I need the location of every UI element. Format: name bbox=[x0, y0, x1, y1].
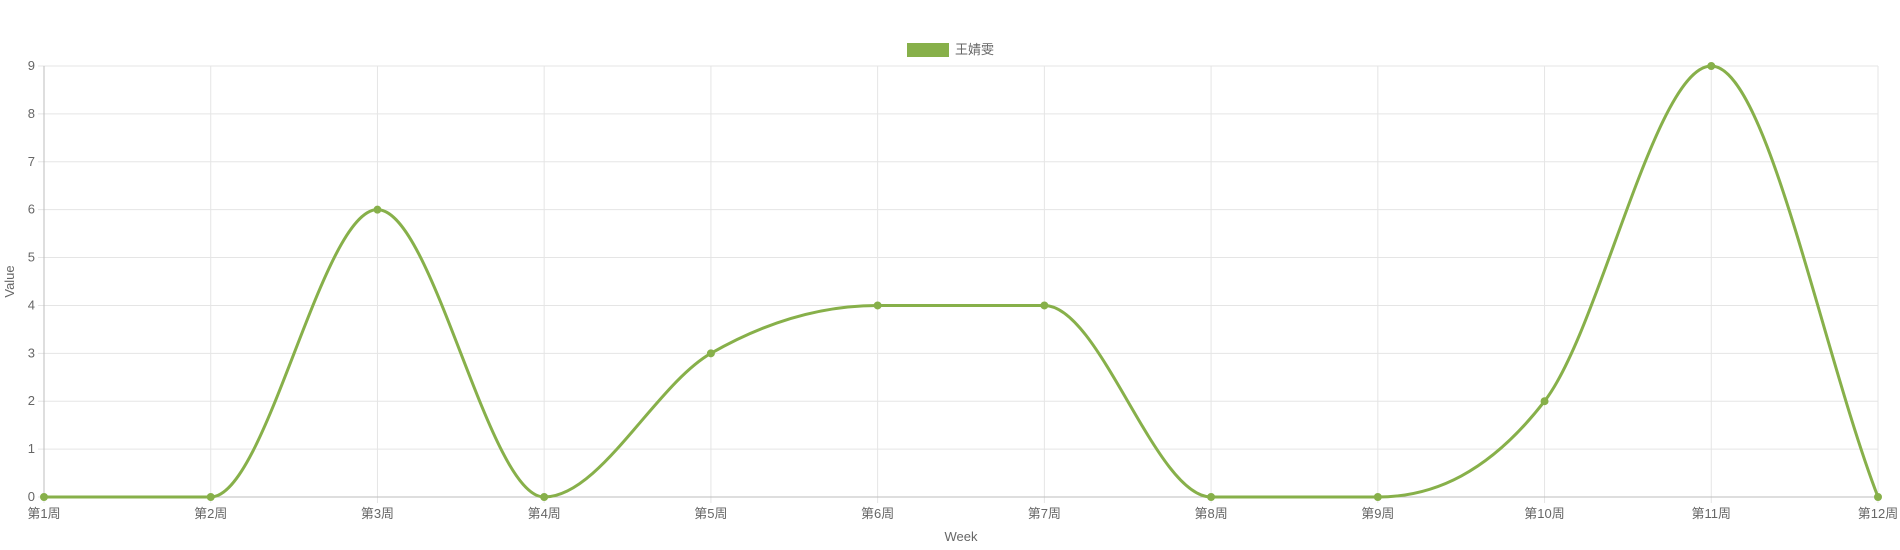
data-point[interactable] bbox=[1207, 493, 1216, 501]
data-point[interactable] bbox=[1040, 301, 1049, 310]
x-tick-label: 第5周 bbox=[694, 506, 727, 521]
y-tick-label: 1 bbox=[28, 441, 35, 456]
x-tick-label: 第6周 bbox=[861, 506, 894, 521]
legend-swatch[interactable] bbox=[907, 43, 949, 57]
x-tick-label: 第4周 bbox=[528, 506, 561, 521]
data-point[interactable] bbox=[1373, 493, 1382, 501]
x-tick-label: 第9周 bbox=[1361, 506, 1394, 521]
y-tick-label: 7 bbox=[28, 154, 35, 169]
x-tick-label: 第10周 bbox=[1524, 506, 1564, 521]
series-group bbox=[40, 62, 1882, 501]
axes bbox=[43, 66, 1878, 498]
data-point[interactable] bbox=[873, 301, 882, 310]
data-point[interactable] bbox=[1707, 62, 1716, 70]
x-tick-label: 第7周 bbox=[1028, 506, 1061, 521]
y-tick-label: 3 bbox=[28, 345, 35, 360]
data-point[interactable] bbox=[40, 493, 48, 501]
y-tick-label: 8 bbox=[28, 106, 35, 121]
series-line bbox=[44, 64, 1880, 499]
y-tick-label: 2 bbox=[28, 393, 35, 408]
data-point[interactable] bbox=[540, 493, 549, 501]
y-tick-label: 6 bbox=[28, 202, 35, 217]
x-tick-label: 第11周 bbox=[1692, 506, 1732, 521]
y-tick-label: 0 bbox=[28, 489, 35, 504]
x-tick-label: 第8周 bbox=[1194, 506, 1227, 521]
x-tick-label: 第2周 bbox=[194, 506, 227, 521]
data-point[interactable] bbox=[206, 493, 215, 501]
data-point[interactable] bbox=[373, 205, 382, 214]
legend[interactable]: 王婧雯 bbox=[907, 42, 994, 57]
x-tick-label: 第12周 bbox=[1858, 506, 1898, 521]
data-point[interactable] bbox=[1874, 493, 1882, 501]
x-tick-label: 第3周 bbox=[361, 506, 394, 521]
data-point[interactable] bbox=[706, 349, 715, 358]
y-tick-label: 4 bbox=[28, 297, 35, 312]
x-axis-title: Week bbox=[945, 529, 978, 544]
y-tick-label: 5 bbox=[28, 250, 35, 265]
grid bbox=[38, 65, 1879, 503]
y-tick-labels: 0 1 2 3 4 5 6 7 8 9 bbox=[28, 58, 35, 504]
x-tick-labels: 第1周 第2周 第3周 第4周 第5周 第6周 第7周 第8周 第9周 第10周 第11周 第12周 bbox=[27, 506, 1898, 521]
legend-label[interactable]: 王婧雯 bbox=[955, 42, 994, 57]
data-point[interactable] bbox=[1540, 397, 1549, 406]
y-axis-title: Value bbox=[2, 265, 17, 297]
y-tick-label: 9 bbox=[28, 58, 35, 73]
x-tick-label: 第1周 bbox=[27, 506, 60, 521]
